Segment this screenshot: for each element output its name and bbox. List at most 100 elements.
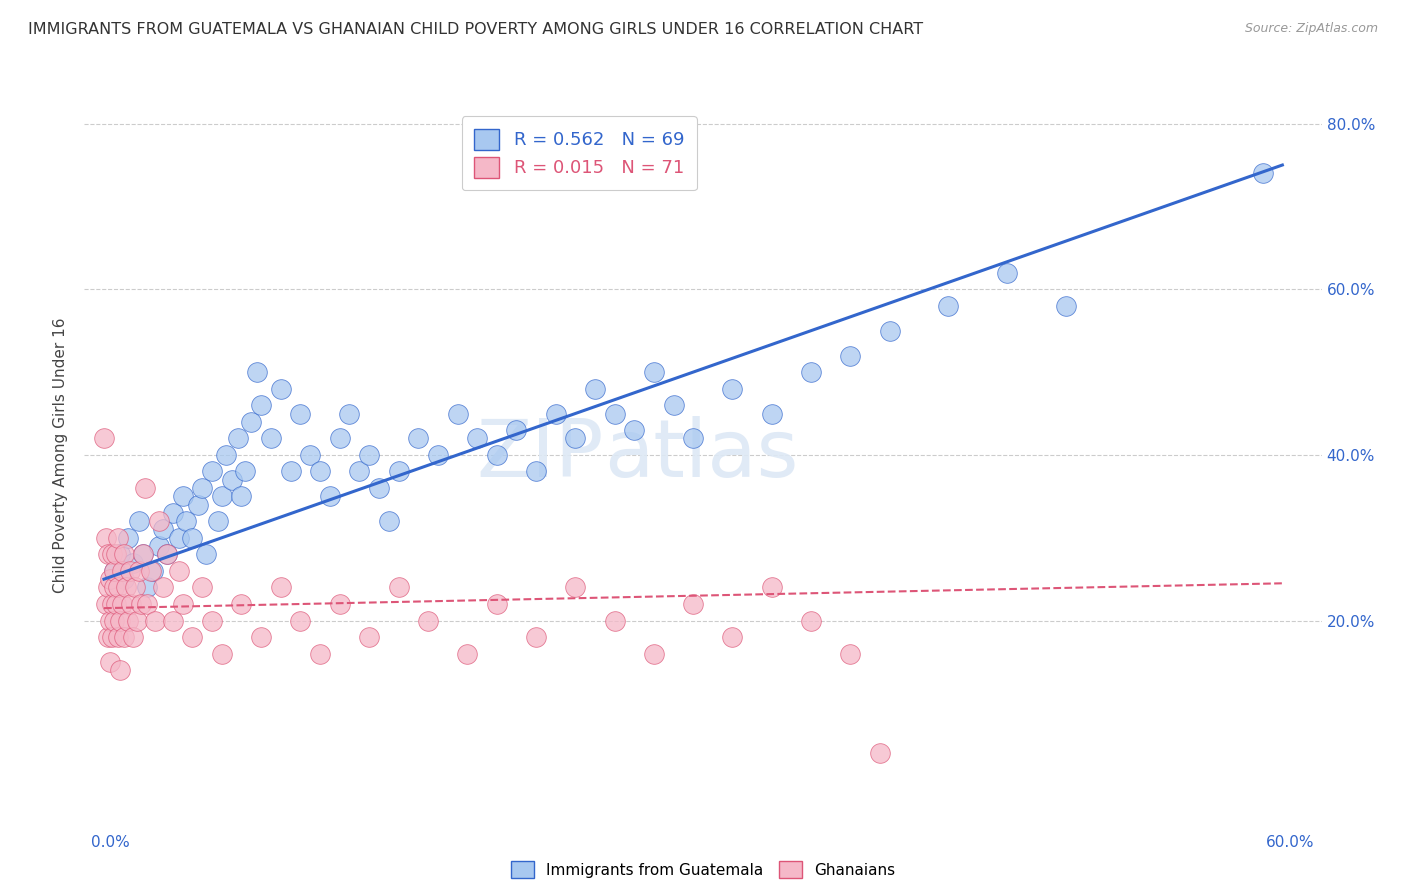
Point bbox=[309, 647, 332, 661]
Point bbox=[103, 564, 125, 578]
Point bbox=[97, 630, 120, 644]
Point bbox=[240, 415, 263, 429]
Point bbox=[465, 431, 488, 445]
Point bbox=[152, 523, 174, 537]
Point bbox=[309, 465, 332, 479]
Point bbox=[359, 630, 381, 644]
Point bbox=[181, 531, 204, 545]
Point bbox=[111, 597, 134, 611]
Point bbox=[387, 465, 409, 479]
Point bbox=[121, 597, 143, 611]
Point bbox=[94, 531, 117, 545]
Point bbox=[107, 630, 129, 644]
Point bbox=[172, 597, 194, 611]
Point bbox=[485, 597, 508, 611]
Point bbox=[107, 581, 129, 595]
Point bbox=[800, 614, 823, 628]
Point bbox=[94, 597, 117, 611]
Y-axis label: Child Poverty Among Girls Under 16: Child Poverty Among Girls Under 16 bbox=[53, 318, 69, 592]
Point bbox=[108, 663, 131, 677]
Point bbox=[112, 572, 135, 586]
Point bbox=[879, 324, 901, 338]
Point bbox=[246, 365, 269, 379]
Text: IMMIGRANTS FROM GUATEMALA VS GHANAIAN CHILD POVERTY AMONG GIRLS UNDER 16 CORRELA: IMMIGRANTS FROM GUATEMALA VS GHANAIAN CH… bbox=[28, 22, 924, 37]
Point bbox=[101, 547, 124, 561]
Point bbox=[299, 448, 322, 462]
Point bbox=[162, 614, 184, 628]
Point bbox=[329, 597, 352, 611]
Point bbox=[721, 382, 744, 396]
Point bbox=[122, 556, 145, 570]
Point bbox=[378, 514, 401, 528]
Legend: R = 0.562   N = 69, R = 0.015   N = 71: R = 0.562 N = 69, R = 0.015 N = 71 bbox=[461, 116, 697, 190]
Point bbox=[128, 564, 150, 578]
Point bbox=[148, 514, 170, 528]
Point bbox=[191, 481, 214, 495]
Point bbox=[98, 655, 121, 669]
Point bbox=[156, 547, 179, 561]
Point bbox=[162, 506, 184, 520]
Point bbox=[101, 630, 124, 644]
Point bbox=[181, 630, 204, 644]
Point bbox=[1054, 299, 1077, 313]
Point bbox=[505, 423, 527, 437]
Point bbox=[623, 423, 645, 437]
Point bbox=[406, 431, 429, 445]
Point bbox=[761, 407, 783, 421]
Point bbox=[176, 514, 198, 528]
Point bbox=[132, 547, 155, 561]
Legend: Immigrants from Guatemala, Ghanaians: Immigrants from Guatemala, Ghanaians bbox=[505, 855, 901, 884]
Point bbox=[104, 547, 127, 561]
Text: 0.0%: 0.0% bbox=[91, 836, 131, 850]
Point bbox=[112, 630, 135, 644]
Point bbox=[101, 597, 124, 611]
Point bbox=[221, 473, 243, 487]
Point bbox=[211, 489, 233, 503]
Point bbox=[187, 498, 209, 512]
Point bbox=[839, 349, 862, 363]
Point bbox=[290, 407, 312, 421]
Point bbox=[128, 514, 150, 528]
Point bbox=[136, 581, 159, 595]
Point bbox=[191, 581, 214, 595]
Text: ZIP: ZIP bbox=[477, 416, 605, 494]
Point bbox=[103, 581, 125, 595]
Point bbox=[167, 531, 190, 545]
Point bbox=[416, 614, 439, 628]
Point bbox=[93, 431, 115, 445]
Point bbox=[117, 614, 139, 628]
Point bbox=[114, 581, 136, 595]
Text: Source: ZipAtlas.com: Source: ZipAtlas.com bbox=[1244, 22, 1378, 36]
Point bbox=[446, 407, 468, 421]
Point bbox=[207, 514, 229, 528]
Point bbox=[1251, 166, 1274, 180]
Point bbox=[682, 431, 704, 445]
Point bbox=[143, 614, 166, 628]
Point bbox=[111, 564, 134, 578]
Point bbox=[869, 746, 891, 760]
Point bbox=[270, 382, 292, 396]
Point bbox=[231, 489, 253, 503]
Point bbox=[524, 630, 547, 644]
Point bbox=[997, 266, 1019, 280]
Point bbox=[108, 547, 131, 561]
Point bbox=[156, 547, 179, 561]
Text: atlas: atlas bbox=[605, 416, 799, 494]
Point bbox=[201, 465, 224, 479]
Point bbox=[142, 564, 165, 578]
Point bbox=[721, 630, 744, 644]
Point bbox=[938, 299, 960, 313]
Point bbox=[682, 597, 704, 611]
Point bbox=[250, 630, 273, 644]
Point bbox=[103, 614, 125, 628]
Point bbox=[108, 614, 131, 628]
Point bbox=[349, 465, 371, 479]
Point bbox=[800, 365, 823, 379]
Point bbox=[195, 547, 218, 561]
Point bbox=[211, 647, 233, 661]
Point bbox=[167, 564, 190, 578]
Point bbox=[524, 465, 547, 479]
Point bbox=[131, 597, 153, 611]
Point bbox=[319, 489, 342, 503]
Point bbox=[215, 448, 238, 462]
